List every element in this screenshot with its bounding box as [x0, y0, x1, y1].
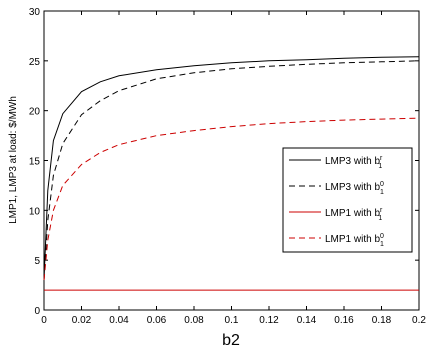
series-group: [43, 56, 420, 291]
legend-label-subscript: 1: [380, 189, 384, 196]
x-tick-label: 0.02: [72, 315, 92, 326]
series-line-4: [43, 117, 420, 281]
y-tick-label: 0: [34, 306, 40, 317]
y-tick-label: 25: [29, 57, 41, 68]
legend-label-3: LMP1 with br 1: [325, 207, 383, 222]
x-tick-label: 0.04: [109, 315, 129, 326]
y-tick-label: 10: [29, 206, 41, 217]
x-tick-label: 0.14: [297, 315, 317, 326]
x-tick-label: 0.18: [372, 315, 392, 326]
legend-label-superscript: r: [380, 207, 383, 214]
legend-label-superscript: 0: [380, 181, 384, 188]
legend-label-2: LMP3 with b0 1: [325, 181, 384, 196]
x-tick-label: 0: [41, 315, 47, 326]
x-tick-label: 0.12: [259, 315, 279, 326]
legend-label-main: LMP1 with b: [325, 234, 380, 245]
legend-label-superscript: r: [380, 155, 383, 162]
y-tick-label: 30: [29, 7, 41, 18]
legend-label-subscript: 1: [378, 163, 382, 170]
y-tick-label: 15: [29, 157, 41, 168]
legend-label-subscript: 1: [378, 215, 382, 222]
y-tick-label: 5: [34, 256, 40, 267]
legend-label-superscript: 0: [380, 233, 384, 240]
x-tick-label: 0.1: [225, 315, 239, 326]
legend-label-main: LMP3 with b: [325, 182, 380, 193]
series-line-2: [43, 60, 420, 281]
legend-label-main: LMP3 with b: [325, 156, 380, 167]
y-tick-label: 20: [29, 107, 41, 118]
y-axis-label: LMP1, LMP3 at load: $/MWh: [8, 96, 19, 224]
legend-label-1: LMP3 with br 1: [325, 155, 383, 170]
x-tick-label: 0.2: [412, 315, 426, 326]
x-tick-label: 0.16: [334, 315, 354, 326]
axis-ticks: 0 0.02 0.04 0.06 0.08 0.1 0.12 0.14 0.16 0.18 0.2 0…: [29, 7, 427, 326]
x-axis-label: b2: [222, 332, 240, 349]
legend-label-4: LMP1 with b0 1: [325, 233, 384, 248]
x-tick-label: 0.06: [147, 315, 167, 326]
legend-label-subscript: 1: [380, 241, 384, 248]
series-line-1: [43, 56, 420, 281]
x-tick-label: 0.08: [184, 315, 204, 326]
legend-box: [282, 147, 413, 253]
legend-label-main: LMP1 with b: [325, 208, 380, 219]
